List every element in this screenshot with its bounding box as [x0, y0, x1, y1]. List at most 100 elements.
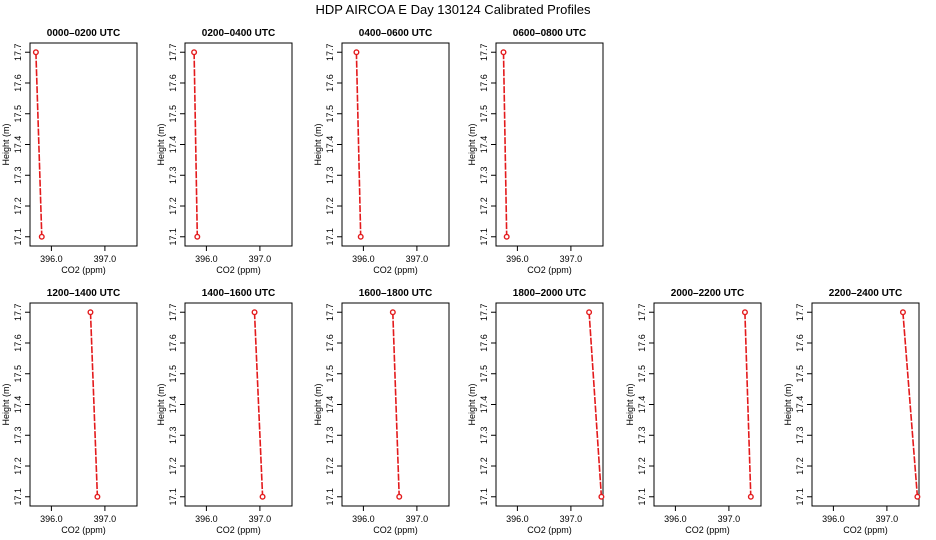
y-tick-label: 17.7	[168, 303, 178, 321]
y-tick-label: 17.4	[325, 136, 335, 154]
y-tick-label: 17.5	[168, 365, 178, 383]
y-tick-label: 17.4	[13, 136, 23, 154]
data-point	[899, 309, 906, 316]
x-tick-label: 397.0	[406, 254, 429, 264]
profile-line	[744, 312, 752, 497]
y-tick-label: 17.4	[168, 136, 178, 154]
profile-panel: 1800–2000 UTC 396.0 397.0 17.1 17.2 17.3 17.4 1…	[467, 288, 605, 535]
y-tick-label: 17.4	[168, 396, 178, 414]
profile-panel: 1600–1800 UTC 396.0 397.0 17.1 17.2 17.3 17.4 1…	[313, 288, 450, 535]
y-axis-label: Height (m)	[783, 383, 793, 425]
data-point	[586, 309, 593, 316]
y-tick-label: 17.1	[479, 488, 489, 506]
x-tick-label: 397.0	[94, 254, 117, 264]
plot-frame	[341, 42, 450, 247]
x-axis-label: CO2 (ppm)	[373, 525, 418, 535]
y-tick-label: 17.6	[168, 334, 178, 352]
data-point	[741, 309, 748, 316]
y-tick-label: 17.4	[325, 396, 335, 414]
profile-line	[392, 312, 400, 497]
x-tick-label: 396.0	[664, 514, 687, 524]
plot-frame	[811, 302, 920, 507]
profile-panel: 0600–0800 UTC 396.0 397.0 17.1 17.2 17.3 17.4 1…	[467, 28, 604, 275]
data-point	[259, 493, 266, 500]
x-tick-label: 396.0	[352, 254, 375, 264]
y-tick-label: 17.4	[479, 136, 489, 154]
y-tick-label: 17.5	[13, 105, 23, 123]
y-tick-label: 17.2	[325, 197, 335, 215]
plot-frame	[29, 302, 138, 507]
y-tick-label: 17.1	[13, 228, 23, 246]
y-tick-label: 17.7	[479, 303, 489, 321]
y-tick-label: 17.5	[479, 365, 489, 383]
y-tick-label: 17.1	[168, 488, 178, 506]
panel-title: 1200–1400 UTC	[47, 288, 120, 299]
y-axis-label: Height (m)	[156, 383, 166, 425]
y-axis-label: Height (m)	[1, 383, 11, 425]
plot-frame	[184, 42, 293, 247]
y-axis-label: Height (m)	[467, 383, 477, 425]
data-point	[32, 49, 39, 56]
plot-frame	[29, 42, 138, 247]
x-tick-label: 397.0	[560, 254, 583, 264]
panel-title: 1800–2000 UTC	[513, 288, 586, 299]
y-tick-label: 17.1	[325, 228, 335, 246]
y-tick-label: 17.1	[637, 488, 647, 506]
y-tick-label: 17.6	[479, 334, 489, 352]
y-tick-label: 17.1	[795, 488, 805, 506]
profile-panel: 1200–1400 UTC 396.0 397.0 17.1 17.2 17.3 17.4 1…	[1, 288, 138, 535]
y-tick-label: 17.2	[479, 457, 489, 475]
y-tick-label: 17.1	[479, 228, 489, 246]
y-tick-label: 17.3	[168, 426, 178, 444]
y-tick-label: 17.6	[168, 74, 178, 92]
figure-title: HDP AIRCOA E Day 130124 Calibrated Profi…	[315, 2, 591, 17]
profile-line	[35, 52, 43, 237]
y-axis-label: Height (m)	[467, 123, 477, 165]
x-tick-label: 397.0	[94, 514, 117, 524]
x-tick-label: 396.0	[40, 254, 63, 264]
profile-line	[253, 312, 264, 497]
profile-line	[502, 52, 508, 237]
y-tick-label: 17.6	[13, 334, 23, 352]
data-point	[94, 493, 101, 500]
x-tick-label: 397.0	[249, 514, 272, 524]
y-axis-label: Height (m)	[313, 383, 323, 425]
y-axis-label: Height (m)	[625, 383, 635, 425]
y-tick-label: 17.3	[325, 426, 335, 444]
profile-line	[588, 312, 603, 497]
y-tick-label: 17.3	[13, 166, 23, 184]
y-tick-label: 17.5	[325, 105, 335, 123]
y-tick-label: 17.6	[13, 74, 23, 92]
y-tick-label: 17.7	[325, 303, 335, 321]
y-tick-label: 17.2	[168, 457, 178, 475]
y-tick-label: 17.4	[479, 396, 489, 414]
y-tick-label: 17.5	[637, 365, 647, 383]
y-tick-label: 17.4	[13, 396, 23, 414]
panels-grid: 0000–0200 UTC 396.0 397.0 17.1 17.2 17.3 17.4 1…	[1, 28, 921, 535]
y-tick-label: 17.2	[795, 457, 805, 475]
panel-title: 0000–0200 UTC	[47, 28, 120, 39]
profile-line	[193, 52, 199, 237]
profile-line	[902, 312, 919, 497]
y-tick-label: 17.4	[795, 396, 805, 414]
x-axis-label: CO2 (ppm)	[61, 265, 106, 275]
y-tick-label: 17.2	[637, 457, 647, 475]
y-tick-label: 17.7	[13, 43, 23, 61]
y-tick-label: 17.5	[13, 365, 23, 383]
x-tick-label: 396.0	[40, 514, 63, 524]
y-tick-label: 17.2	[325, 457, 335, 475]
y-tick-label: 17.6	[637, 334, 647, 352]
x-axis-label: CO2 (ppm)	[216, 265, 261, 275]
y-tick-label: 17.3	[13, 426, 23, 444]
y-tick-label: 17.2	[479, 197, 489, 215]
data-point	[353, 49, 360, 56]
profile-panel: 2000–2200 UTC 396.0 397.0 17.1 17.2 17.3 17.4 1…	[625, 288, 762, 535]
x-axis-label: CO2 (ppm)	[61, 525, 106, 535]
y-tick-label: 17.3	[479, 166, 489, 184]
data-point	[87, 309, 94, 316]
data-point	[396, 493, 403, 500]
x-tick-label: 397.0	[406, 514, 429, 524]
panel-title: 0400–0600 UTC	[359, 28, 432, 39]
x-tick-label: 396.0	[506, 514, 529, 524]
x-tick-label: 397.0	[876, 514, 899, 524]
